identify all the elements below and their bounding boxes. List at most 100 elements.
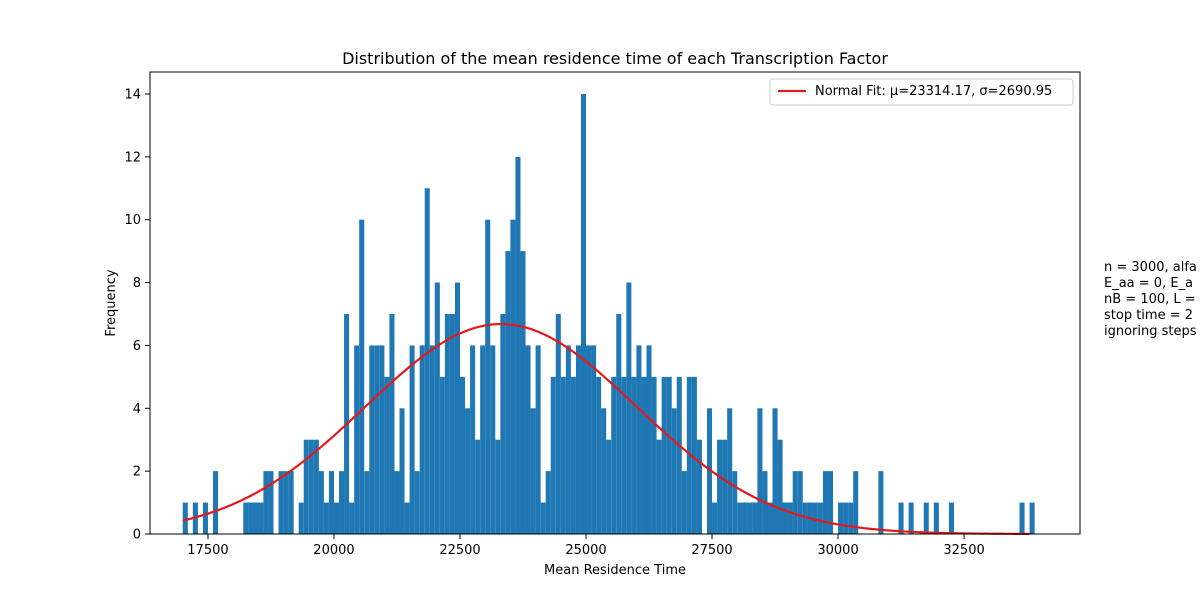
histogram-bar bbox=[263, 471, 269, 534]
histogram-bar bbox=[283, 471, 289, 534]
histogram-bar bbox=[243, 502, 249, 534]
histogram-bar bbox=[500, 314, 506, 534]
y-tick-label: 10 bbox=[124, 213, 141, 228]
histogram-bar bbox=[470, 345, 476, 534]
histogram-bar bbox=[732, 471, 738, 534]
histogram-bar bbox=[575, 345, 581, 534]
histogram-bar bbox=[676, 376, 682, 534]
histogram-bar bbox=[757, 408, 763, 534]
note-line: n = 3000, alfa bbox=[1104, 260, 1197, 275]
histogram-bar bbox=[213, 471, 219, 534]
histogram-bar bbox=[505, 251, 511, 534]
histogram-bar bbox=[550, 376, 556, 534]
histogram-bar bbox=[611, 376, 617, 534]
histogram-bar bbox=[419, 345, 425, 534]
note-line: ignoring steps bbox=[1104, 324, 1197, 339]
histogram-bar bbox=[318, 471, 324, 534]
histogram-bar bbox=[646, 345, 652, 534]
histogram-bar bbox=[908, 502, 914, 534]
histogram-bar bbox=[717, 439, 723, 534]
x-axis-ticks: 17500 20000 22500 25000 27500 30000 32500 bbox=[187, 534, 985, 558]
histogram-bar bbox=[1029, 502, 1035, 534]
histogram-bar bbox=[1019, 502, 1025, 534]
histogram-bar bbox=[878, 471, 884, 534]
histogram-bar bbox=[787, 502, 793, 534]
histogram-bar bbox=[722, 439, 728, 534]
histogram-bar bbox=[848, 502, 854, 534]
y-tick-label: 4 bbox=[133, 402, 141, 417]
histogram-bar bbox=[404, 502, 410, 534]
legend-box bbox=[769, 78, 1074, 106]
histogram-bar bbox=[948, 502, 954, 534]
histogram-bar bbox=[313, 439, 319, 534]
histogram-bar bbox=[535, 345, 541, 534]
plot-frame bbox=[149, 71, 1081, 535]
y-tick-label: 0 bbox=[133, 528, 141, 543]
x-tick-label: 25000 bbox=[565, 543, 606, 558]
histogram-bar bbox=[434, 282, 440, 534]
histogram-bar bbox=[465, 408, 471, 534]
histogram-bar bbox=[530, 408, 536, 534]
histogram-bar bbox=[540, 502, 546, 534]
histogram-bar bbox=[449, 314, 455, 534]
histogram-bar bbox=[656, 439, 662, 534]
histogram-bars bbox=[182, 94, 1035, 535]
histogram-bar bbox=[772, 408, 778, 534]
histogram-bar bbox=[641, 376, 647, 534]
histogram-bar bbox=[555, 314, 561, 534]
chart-title: Distribution of the mean residence time … bbox=[342, 49, 888, 68]
histogram-bar bbox=[495, 439, 501, 534]
note-line: nB = 100, L = bbox=[1104, 292, 1196, 307]
histogram-bar bbox=[308, 439, 314, 534]
histogram-bar bbox=[485, 219, 491, 534]
histogram-bar bbox=[444, 314, 450, 534]
histogram-bar bbox=[323, 502, 329, 534]
histogram-bar bbox=[278, 471, 284, 534]
x-tick-label: 32500 bbox=[943, 543, 984, 558]
histogram-bar bbox=[712, 502, 718, 534]
histogram-bar bbox=[747, 502, 753, 534]
y-axis-label: Frequency bbox=[104, 269, 119, 336]
histogram-bar bbox=[691, 376, 697, 534]
histogram-bar bbox=[328, 471, 334, 534]
histogram-bar bbox=[686, 376, 692, 534]
histogram-bar bbox=[843, 502, 849, 534]
histogram-bar bbox=[586, 345, 592, 534]
histogram-bar bbox=[802, 502, 808, 534]
histogram-bar bbox=[666, 376, 672, 534]
y-tick-label: 14 bbox=[124, 88, 141, 103]
note-line: stop time = 2 bbox=[1104, 308, 1194, 323]
histogram-bar bbox=[525, 345, 531, 534]
histogram-bar bbox=[394, 471, 400, 534]
legend: Normal Fit: μ=23314.17, σ=2690.95 bbox=[769, 78, 1074, 106]
histogram-bar bbox=[439, 376, 445, 534]
histogram-bar bbox=[268, 471, 274, 534]
histogram-bar bbox=[661, 376, 667, 534]
histogram-bar bbox=[838, 502, 844, 534]
histogram-bar bbox=[379, 345, 385, 534]
histogram-bar bbox=[202, 502, 208, 534]
histogram-bar bbox=[333, 502, 340, 534]
note-line: E_aa = 0, E_a bbox=[1104, 276, 1194, 291]
histogram-bar bbox=[737, 502, 743, 534]
histogram-bar bbox=[349, 502, 355, 534]
x-tick-label: 22500 bbox=[439, 543, 480, 558]
histogram-bar bbox=[596, 376, 602, 534]
histogram-bar bbox=[817, 502, 823, 534]
histogram-bar bbox=[601, 408, 607, 534]
histogram-bar bbox=[182, 502, 188, 534]
histogram-bar bbox=[424, 188, 430, 535]
histogram-bar bbox=[706, 408, 713, 534]
y-tick-label: 8 bbox=[133, 276, 141, 291]
histogram-bar bbox=[303, 439, 309, 534]
histogram-bar bbox=[933, 502, 939, 534]
histogram-bar bbox=[792, 471, 798, 534]
histogram-bar bbox=[429, 345, 435, 534]
histogram-bar bbox=[671, 408, 677, 534]
histogram-bar bbox=[248, 502, 254, 534]
histogram-bar bbox=[681, 471, 687, 534]
histogram-bar bbox=[520, 251, 526, 534]
histogram-bar bbox=[389, 314, 395, 534]
histogram-bar bbox=[797, 471, 803, 534]
